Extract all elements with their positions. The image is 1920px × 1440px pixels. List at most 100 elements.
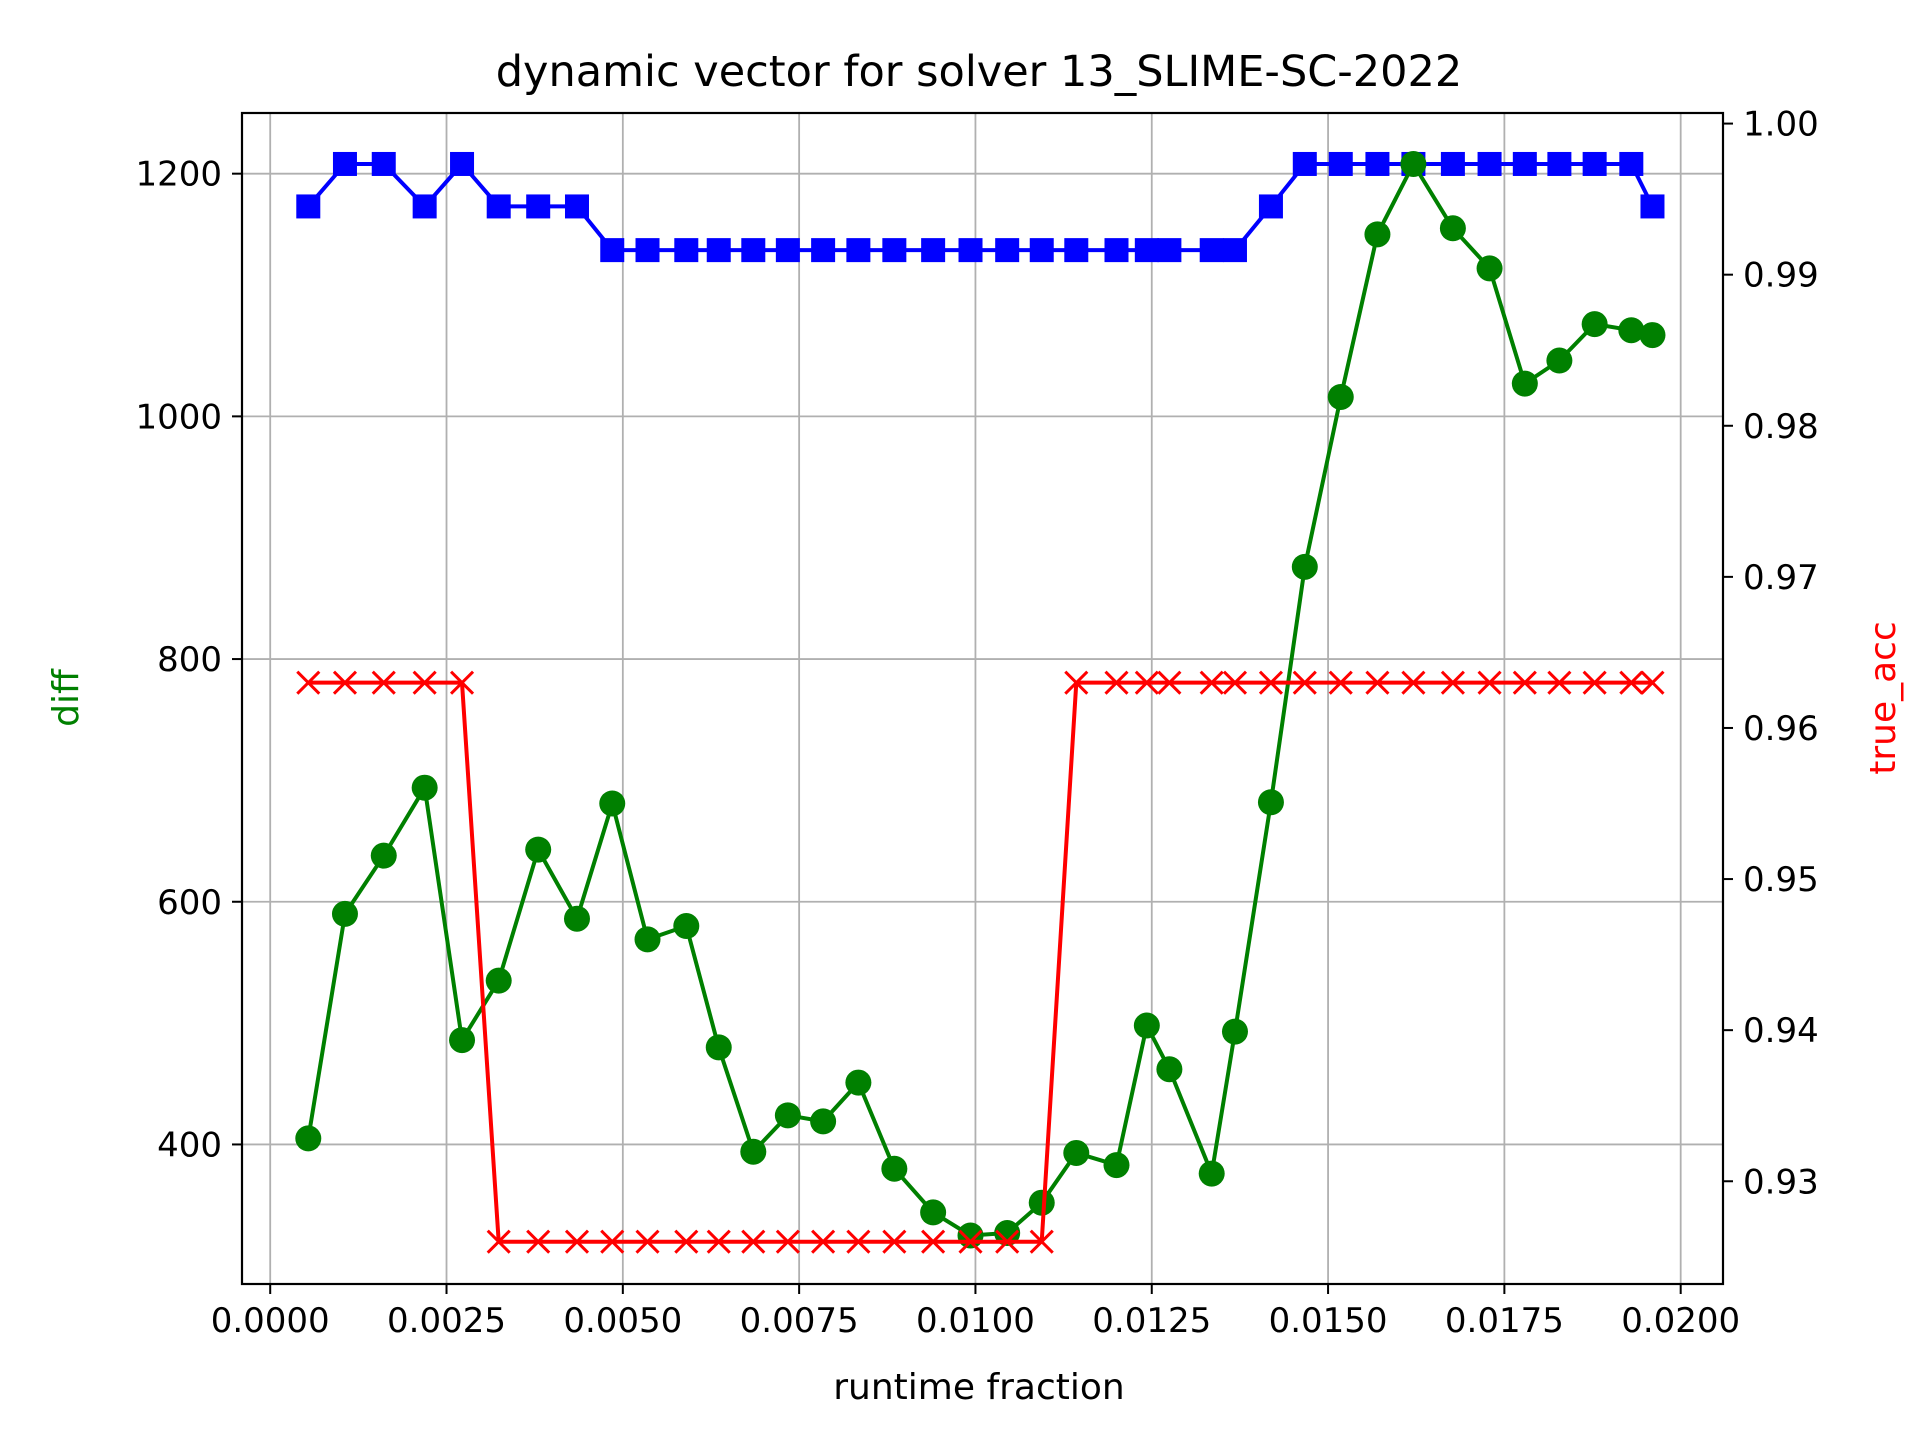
x-axis-label: runtime fraction <box>833 1367 1125 1408</box>
y-right-tick-label: 0.98 <box>1743 407 1819 447</box>
blue-square-point <box>526 194 551 219</box>
diff-point <box>1221 1018 1248 1045</box>
blue-square-point <box>1258 194 1283 219</box>
true-acc-point <box>775 1229 800 1254</box>
true-acc-point <box>1619 670 1644 695</box>
x-tick-label: 0.0050 <box>563 1301 682 1341</box>
diff-point <box>634 926 661 953</box>
true-acc-point <box>1440 670 1465 695</box>
true-acc-point <box>1104 670 1129 695</box>
blue-square-point <box>1640 194 1665 219</box>
x-tick-label: 0.0175 <box>1445 1301 1564 1341</box>
diff-point <box>1198 1160 1225 1187</box>
true-acc-point <box>296 670 321 695</box>
blue-square-point <box>600 238 625 263</box>
diff-point <box>485 967 512 994</box>
blue-square-point <box>296 194 321 219</box>
y-right-tick-label: 0.99 <box>1743 256 1819 296</box>
x-tick-label: 0.0000 <box>211 1301 330 1341</box>
x-tick-label: 0.0075 <box>740 1301 859 1341</box>
blue-square-point <box>371 151 396 176</box>
x-tick-label: 0.0200 <box>1621 1301 1740 1341</box>
blue-square-point <box>995 238 1020 263</box>
x-tick-label: 0.0125 <box>1092 1301 1211 1341</box>
chart-title: dynamic vector for solver 13_SLIME-SC-20… <box>496 47 1462 97</box>
true-acc-point <box>412 670 437 695</box>
diff-point <box>810 1108 837 1135</box>
true-acc-point <box>1199 670 1224 695</box>
diff-point <box>845 1069 872 1096</box>
blue-square-point <box>1199 238 1224 263</box>
diff-point <box>1291 553 1318 580</box>
blue-square-point <box>1619 151 1644 176</box>
blue-square-point <box>564 194 589 219</box>
true-acc-point <box>1157 670 1182 695</box>
blue-square-point <box>1440 151 1465 176</box>
series-layer <box>295 150 1666 1254</box>
blue-square-point <box>1547 151 1572 176</box>
true-acc-point <box>1582 670 1607 695</box>
blue-square-point <box>1064 238 1089 263</box>
diff-point <box>1581 311 1608 338</box>
true-acc-point <box>635 1229 660 1254</box>
diff-point <box>331 900 358 927</box>
y-left-tick-label: 1000 <box>135 397 222 437</box>
diff-point <box>1511 370 1538 397</box>
true-acc-series <box>296 670 1665 1254</box>
diff-point <box>449 1027 476 1054</box>
true-acc-point <box>674 1229 699 1254</box>
true-acc-point <box>332 670 358 695</box>
grid-layer <box>242 113 1723 1284</box>
diff-point <box>774 1102 801 1129</box>
y-right-tick-label: 0.96 <box>1743 709 1819 749</box>
y-right-tick-label: 0.93 <box>1743 1162 1819 1202</box>
true-acc-point <box>811 1229 836 1254</box>
blue-square-point <box>921 238 946 263</box>
true-acc-point <box>1029 1229 1054 1254</box>
true-acc-point <box>1365 670 1390 695</box>
diff-point <box>370 842 397 869</box>
blue-square-point <box>1477 151 1502 176</box>
diff-point <box>1133 1012 1160 1039</box>
blue-square-point <box>1157 238 1182 263</box>
blue-square-point <box>1365 151 1390 176</box>
true-acc-point <box>1258 670 1284 695</box>
y-left-tick-label: 1200 <box>135 155 222 195</box>
true-acc-point <box>1064 670 1089 695</box>
true-acc-point <box>921 1229 946 1254</box>
true-acc-point <box>706 1229 731 1254</box>
diff-point <box>1400 150 1427 177</box>
blue-square-point <box>412 194 437 219</box>
true-acc-point <box>1547 670 1572 695</box>
diff-point <box>1439 215 1466 242</box>
true-acc-point <box>1640 670 1665 695</box>
true-acc-point <box>526 1229 551 1254</box>
diff-point <box>525 836 552 863</box>
diff-point <box>1618 317 1645 344</box>
tick-layer: 0.0000 0.0025 0.0050 0.0075 0.0100 0.0125 0.01… <box>135 105 1818 1341</box>
x-tick-label: 0.0100 <box>916 1301 1035 1341</box>
true-acc-point <box>486 1229 511 1254</box>
y-left-tick-label: 800 <box>157 640 222 680</box>
diff-point <box>1063 1139 1090 1166</box>
true-acc-point <box>846 1229 871 1254</box>
blue-square-point <box>450 151 475 176</box>
diff-point <box>673 913 700 940</box>
diff-point <box>411 774 438 801</box>
true-acc-series-line <box>308 680 1653 1244</box>
y-right-tick-label: 0.95 <box>1743 860 1819 900</box>
diff-point <box>1156 1056 1183 1083</box>
true-acc-point <box>995 1229 1020 1254</box>
blue-square-point <box>486 194 511 219</box>
true-acc-point <box>1328 670 1353 695</box>
diff-point <box>957 1222 984 1249</box>
blue-square-point <box>674 238 699 263</box>
true-acc-point <box>1477 670 1502 695</box>
blue-square-point <box>1029 238 1054 263</box>
blue-square-point <box>1222 238 1247 263</box>
blue-square-point <box>1512 151 1537 176</box>
diff-point <box>994 1220 1021 1247</box>
y-right-tick-label: 0.94 <box>1743 1011 1819 1051</box>
y-right-tick-label: 0.97 <box>1743 558 1819 598</box>
diff-point <box>1476 255 1503 282</box>
